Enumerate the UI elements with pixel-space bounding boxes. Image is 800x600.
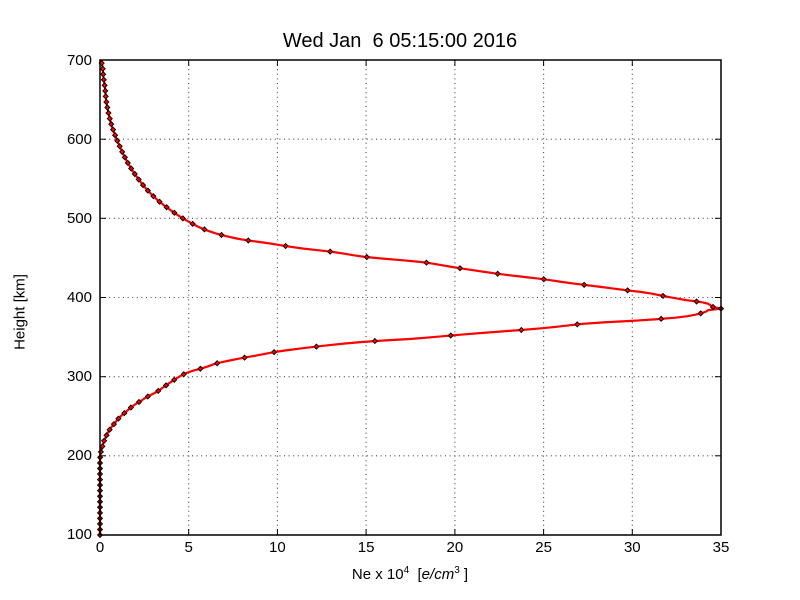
svg-text:0: 0 (96, 539, 104, 556)
svg-text:500: 500 (67, 210, 92, 227)
svg-text:35: 35 (713, 539, 730, 556)
svg-text:15: 15 (358, 539, 375, 556)
svg-text:300: 300 (67, 368, 92, 385)
svg-text:700: 700 (67, 52, 92, 69)
svg-text:10: 10 (269, 539, 286, 556)
svg-text:5: 5 (185, 539, 193, 556)
svg-text:25: 25 (535, 539, 552, 556)
svg-text:20: 20 (447, 539, 464, 556)
svg-text:30: 30 (624, 539, 641, 556)
svg-text:200: 200 (67, 447, 92, 464)
svg-text:600: 600 (67, 131, 92, 148)
svg-text:100: 100 (67, 526, 92, 543)
svg-text:400: 400 (67, 289, 92, 306)
